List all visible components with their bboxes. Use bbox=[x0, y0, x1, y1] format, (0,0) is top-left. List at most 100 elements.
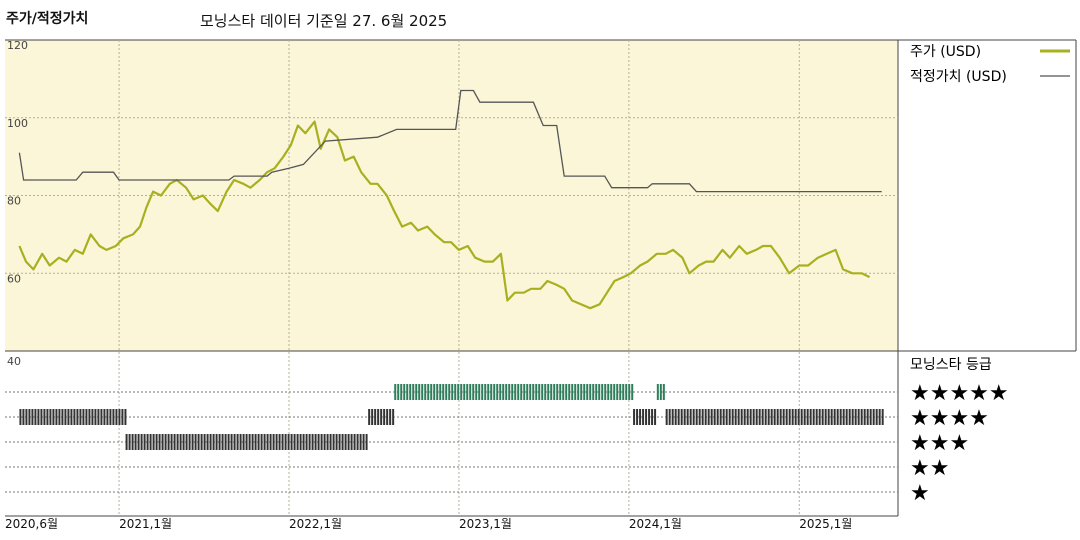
rating-band-segment bbox=[475, 384, 478, 400]
rating-band-segment bbox=[761, 409, 764, 425]
rating-band-segment bbox=[206, 434, 209, 450]
rating-band-segment bbox=[377, 409, 380, 425]
rating-band-segment bbox=[64, 409, 67, 425]
rating-band-segment bbox=[583, 384, 586, 400]
rating-band-segment bbox=[639, 409, 642, 425]
rating-band-segment bbox=[290, 434, 293, 450]
rating-band-segment bbox=[842, 409, 845, 425]
rating-band-segment bbox=[314, 434, 317, 450]
rating-band-segment bbox=[794, 409, 797, 425]
rating-band-segment bbox=[860, 409, 863, 425]
rating-band-segment bbox=[499, 384, 502, 400]
rating-band-segment bbox=[100, 409, 103, 425]
chart-title: 주가/적정가치 bbox=[6, 11, 89, 27]
rating-band-segment bbox=[311, 434, 314, 450]
rating-band-segment bbox=[353, 434, 356, 450]
rating-band-segment bbox=[308, 434, 311, 450]
rating-band-segment bbox=[692, 409, 695, 425]
rating-band-segment bbox=[200, 434, 203, 450]
rating-band-segment bbox=[791, 409, 794, 425]
rating-band-segment bbox=[227, 434, 230, 450]
rating-band-segment bbox=[329, 434, 332, 450]
rating-band-segment bbox=[490, 384, 493, 400]
rating-band-segment bbox=[665, 409, 668, 425]
rating-band-segment bbox=[445, 384, 448, 400]
rating-band-segment bbox=[242, 434, 245, 450]
rating-band-segment bbox=[365, 434, 368, 450]
rating-band-segment bbox=[752, 409, 755, 425]
rating-band-segment bbox=[677, 409, 680, 425]
rating-band-segment bbox=[293, 434, 296, 450]
rating-band-segment bbox=[155, 434, 158, 450]
x-tick-2: 2022,1월 bbox=[289, 517, 342, 531]
rating-band-segment bbox=[218, 434, 221, 450]
rating-band-segment bbox=[406, 384, 409, 400]
rating-band-segment bbox=[176, 434, 179, 450]
rating-band-segment bbox=[415, 384, 418, 400]
rating-band-segment bbox=[773, 409, 776, 425]
rating-band-segment bbox=[31, 409, 34, 425]
rating-band-segment bbox=[662, 384, 665, 400]
rating-band-segment bbox=[418, 384, 421, 400]
rating-band-segment bbox=[686, 409, 689, 425]
rating-band-segment bbox=[67, 409, 70, 425]
rating-band-segment bbox=[88, 409, 91, 425]
rating-band-segment bbox=[704, 409, 707, 425]
rating-band-segment bbox=[436, 384, 439, 400]
rating-band-segment bbox=[595, 384, 598, 400]
rating-band-segment bbox=[121, 409, 124, 425]
rating-band-segment bbox=[412, 384, 415, 400]
rating-band-segment bbox=[671, 409, 674, 425]
rating-band-segment bbox=[109, 409, 112, 425]
rating-band-segment bbox=[94, 409, 97, 425]
rating-band-segment bbox=[881, 409, 884, 425]
rating-band-segment bbox=[22, 409, 25, 425]
five-star-label: ★★★★★ bbox=[910, 381, 1009, 406]
rating-band-segment bbox=[341, 434, 344, 450]
rating-band-segment bbox=[496, 384, 499, 400]
rating-band-segment bbox=[25, 409, 28, 425]
rating-band-segment bbox=[359, 434, 362, 450]
rating-band-segment bbox=[743, 409, 746, 425]
rating-band-segment bbox=[374, 409, 377, 425]
rating-band-segment bbox=[236, 434, 239, 450]
legend-fairvalue-label: 적정가치 (USD) bbox=[910, 69, 1007, 85]
rating-band-segment bbox=[642, 409, 645, 425]
rating-band-segment bbox=[185, 434, 188, 450]
rating-band-segment bbox=[577, 384, 580, 400]
rating-band-segment bbox=[651, 409, 654, 425]
rating-band-segment bbox=[52, 409, 55, 425]
rating-band-segment bbox=[529, 384, 532, 400]
rating-band-segment bbox=[633, 409, 636, 425]
rating-band-segment bbox=[511, 384, 514, 400]
rating-band-segment bbox=[541, 384, 544, 400]
rating-band-segment bbox=[656, 384, 659, 400]
rating-band-segment bbox=[448, 384, 451, 400]
rating-band-segment bbox=[613, 384, 616, 400]
rating-band-segment bbox=[701, 409, 704, 425]
rating-band-segment bbox=[43, 409, 46, 425]
rating-band-segment bbox=[851, 409, 854, 425]
rating-band-segment bbox=[812, 409, 815, 425]
rating-band-segment bbox=[403, 384, 406, 400]
rating-band-segment bbox=[58, 409, 61, 425]
rating-band-segment bbox=[466, 384, 469, 400]
rating-band-segment bbox=[284, 434, 287, 450]
rating-band-segment bbox=[604, 384, 607, 400]
rating-band-segment bbox=[230, 434, 233, 450]
rating-band-segment bbox=[580, 384, 583, 400]
rating-band-segment bbox=[767, 409, 770, 425]
rating-band-segment bbox=[451, 384, 454, 400]
x-tick-1: 2021,1월 bbox=[119, 517, 172, 531]
rating-band-segment bbox=[442, 384, 445, 400]
rating-band-segment bbox=[821, 409, 824, 425]
rating-band-segment bbox=[481, 384, 484, 400]
rating-band-segment bbox=[115, 409, 118, 425]
legend-price-label: 주가 (USD) bbox=[910, 44, 981, 60]
rating-band-segment bbox=[779, 409, 782, 425]
rating-band-segment bbox=[836, 409, 839, 425]
rating-band-segment bbox=[562, 384, 565, 400]
rating-band-segment bbox=[800, 409, 803, 425]
one-star-label: ★ bbox=[910, 481, 930, 506]
rating-band-segment bbox=[287, 434, 290, 450]
